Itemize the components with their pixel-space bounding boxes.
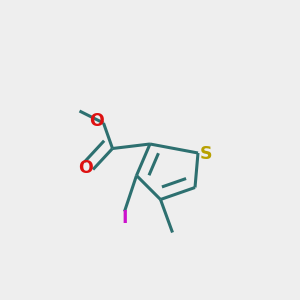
Text: S: S	[200, 145, 213, 163]
Text: I: I	[122, 209, 128, 227]
Text: O: O	[89, 112, 104, 130]
Text: O: O	[78, 159, 93, 177]
